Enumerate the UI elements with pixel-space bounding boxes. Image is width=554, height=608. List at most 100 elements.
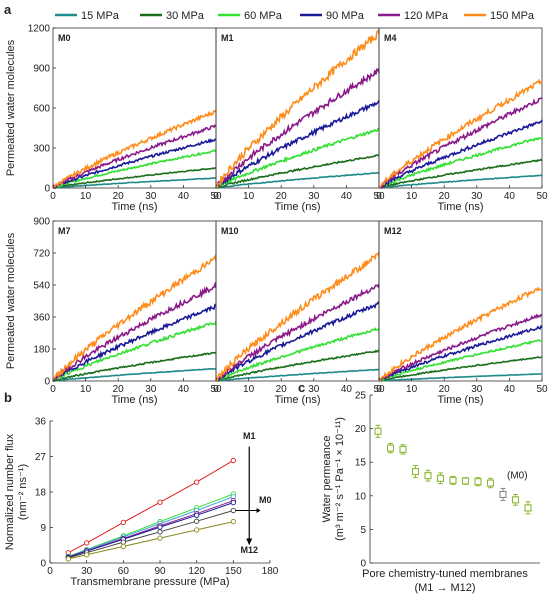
b-y-tick-label-3: 27 — [35, 452, 47, 463]
x-tick-label-M1-5: 50 — [373, 191, 385, 202]
x-tick-label-M1-3: 30 — [308, 191, 320, 202]
c-point-2 — [399, 445, 407, 453]
c-x-axis-title-line2: (M1 → M12) — [414, 582, 475, 594]
b-series-line-4 — [68, 502, 234, 558]
x-tick-label-M12-5: 50 — [536, 384, 548, 395]
b-point-6-1 — [84, 552, 90, 558]
x-axis-title-M7: Time (ns) — [111, 394, 157, 406]
x-tick-label-M7-2: 20 — [113, 384, 125, 395]
x-tick-label-M4-3: 30 — [471, 191, 483, 202]
b-arrow-right-head — [256, 508, 261, 514]
plot-M1: M1 0 10 20 30 40 50 Time (ns) — [213, 27, 385, 213]
x-axis-title-M12: Time (ns) — [437, 394, 483, 406]
b-x-tick-label-3: 90 — [154, 566, 166, 577]
c-point-5 — [436, 474, 445, 482]
x-tick-label-M4-4: 40 — [504, 191, 516, 202]
b-x-tick-label-2: 60 — [118, 566, 130, 577]
series-line-M7-1 — [52, 351, 217, 382]
c-y-axis-title-line2: (m³ m⁻² s⁻¹ Pa⁻¹ × 10⁻¹¹) — [334, 417, 346, 541]
c-y-axis-title-line1: Water permeance — [321, 435, 333, 522]
legend: 15 MPa 30 MPa 60 MPa 90 MPa 120 MPa 150 MPa — [55, 10, 535, 22]
y-tick-label-M0-3: 900 — [33, 64, 50, 75]
x-tick-label-M4-0: 0 — [376, 191, 382, 202]
series-line-M12-5 — [379, 286, 543, 382]
series-line-M10-1 — [216, 349, 380, 382]
b-y-tick-label-1: 9 — [40, 523, 46, 534]
b-point-6-4 — [194, 527, 200, 533]
series-line-M12-1 — [379, 356, 543, 382]
series-line-M4-1 — [379, 158, 543, 189]
c-point-7 — [461, 477, 470, 485]
x-tick-label-M10-1: 10 — [243, 384, 255, 395]
plot-label-M7: M7 — [58, 226, 71, 236]
b-point-5-5 — [230, 507, 236, 514]
x-tick-label-M10-4: 40 — [341, 384, 353, 395]
panel-letter-c: c — [298, 380, 305, 395]
b-point-4-3 — [157, 524, 163, 530]
series-line-M10-5 — [216, 251, 380, 382]
series-line-M4-3 — [378, 119, 543, 189]
c-point-11 — [511, 496, 520, 504]
plot-label-M12: M12 — [384, 226, 402, 236]
c-y-tick-label-1: 5 — [360, 525, 366, 536]
panel-c-permeance-chart: 0 5 10 15 20 25 (M0) Pore chemistry-tuned membr… — [321, 391, 540, 594]
y-tick-label-M7-5: 900 — [33, 217, 50, 228]
b-point-6-2 — [120, 543, 126, 550]
series-line-M1-2 — [215, 127, 380, 189]
x-tick-label-M1-1: 10 — [243, 191, 255, 202]
c-x-axis-title-line1: Pore chemistry-tuned membranes — [362, 568, 528, 580]
y-tick-label-M0-4: 1200 — [28, 24, 51, 35]
b-arrow-down-head — [246, 538, 253, 546]
series-line-M10-4 — [216, 283, 380, 382]
x-tick-label-M0-3: 30 — [145, 191, 157, 202]
x-tick-label-M7-0: 0 — [50, 384, 56, 395]
x-axis-title-M1: Time (ns) — [274, 201, 320, 213]
plot-frame-M12 — [378, 220, 543, 382]
b-series-line-6 — [68, 521, 234, 560]
b-y-axis-title-line2: (nm⁻² ns⁻¹) — [17, 464, 29, 520]
b-annotation-bottom: M12 — [240, 545, 258, 555]
b-series-line-0 — [68, 459, 234, 554]
series-line-M0-2 — [53, 149, 217, 189]
b-point-6-0 — [65, 556, 71, 562]
c-point-10 — [499, 490, 507, 499]
c-y-tick-label-5: 25 — [355, 391, 367, 402]
series-line-M1-4 — [215, 68, 380, 189]
y-tick-label-M7-3: 540 — [33, 281, 50, 292]
plot-label-M0: M0 — [58, 33, 71, 43]
b-series-line-5 — [68, 510, 234, 559]
x-tick-label-M1-0: 0 — [213, 191, 219, 202]
series-line-M7-2 — [52, 320, 217, 382]
b-y-tick-label-2: 18 — [35, 488, 47, 499]
series-line-M4-4 — [378, 96, 543, 189]
series-line-M12-4 — [378, 313, 543, 382]
c-point-12 — [524, 504, 532, 512]
plot-M12: M12 0 10 20 30 40 50 Time (ns) — [376, 220, 548, 406]
series-line-M4-5 — [379, 78, 543, 189]
b-point-6-3 — [157, 535, 163, 541]
b-point-0-4 — [194, 479, 200, 485]
b-x-axis-title: Transmembrane pressure (MPa) — [70, 576, 229, 588]
x-tick-label-M4-1: 10 — [406, 191, 418, 202]
b-point-0-2 — [120, 519, 126, 526]
b-point-5-4 — [194, 518, 200, 524]
plot-M4: M4 0 10 20 30 40 50 Time (ns) — [376, 27, 548, 213]
x-tick-label-M10-3: 30 — [308, 384, 320, 395]
legend-label-0: 15 MPa — [81, 10, 120, 22]
c-point-0 — [374, 427, 382, 435]
series-line-M7-5 — [52, 254, 217, 382]
c-point-6 — [449, 476, 457, 484]
plot-label-M1: M1 — [221, 33, 234, 43]
x-tick-label-M0-0: 0 — [50, 191, 56, 202]
x-tick-label-M10-0: 0 — [213, 384, 219, 395]
x-tick-label-M10-2: 20 — [276, 384, 288, 395]
series-line-M1-1 — [215, 154, 380, 189]
series-line-M12-0 — [378, 373, 543, 382]
plot-frame-M0 — [52, 27, 217, 189]
b-y-axis-title-line1: Normalized number flux — [4, 433, 16, 550]
series-line-M0-4 — [52, 124, 217, 189]
x-tick-label-M12-0: 0 — [376, 384, 382, 395]
x-tick-label-M12-4: 40 — [504, 384, 516, 395]
legend-label-2: 60 MPa — [244, 10, 283, 22]
